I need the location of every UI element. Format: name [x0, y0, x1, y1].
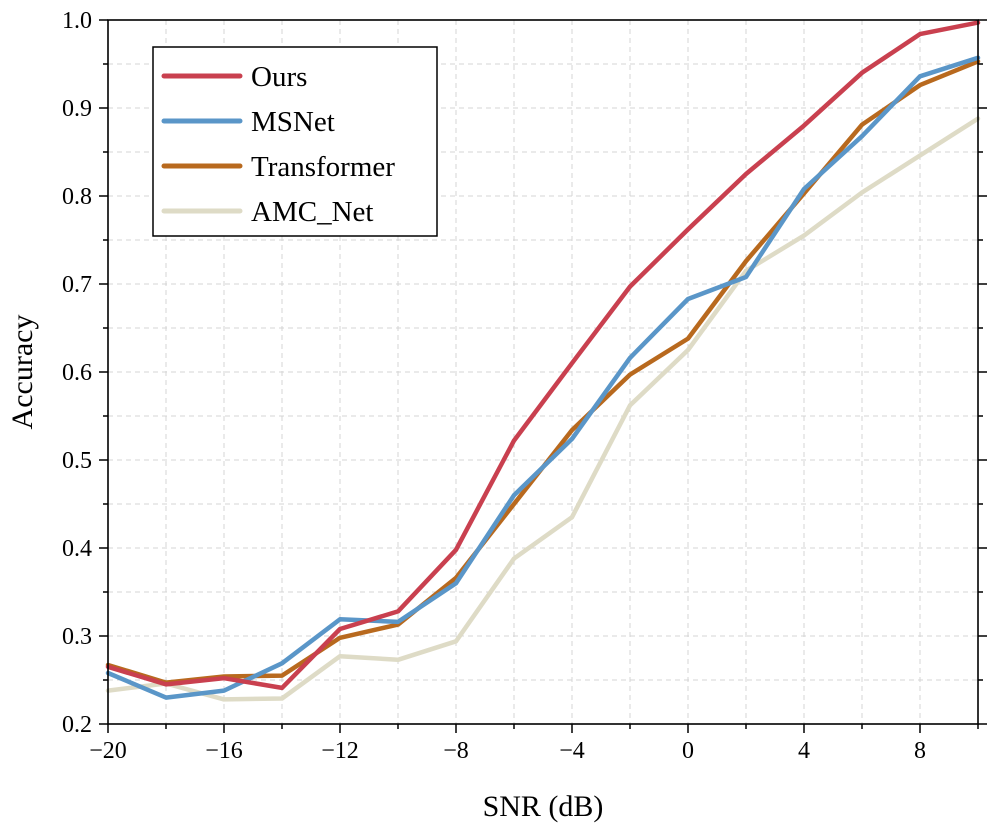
legend-label: Transformer — [251, 151, 395, 183]
axis-ticks — [99, 19, 987, 733]
x-tick-label: −16 — [205, 738, 243, 764]
series-line-amc-net — [105, 116, 981, 702]
x-tick-label: −8 — [443, 738, 469, 764]
y-tick-label: 0.5 — [62, 448, 92, 474]
y-tick-labels: 0.2 0.3 0.4 0.5 0.6 0.7 0.8 0.9 1.0 — [62, 8, 92, 738]
series-line-msnet — [105, 55, 981, 700]
y-tick-label: 0.7 — [62, 272, 92, 298]
y-tick-label: 0.2 — [62, 712, 92, 738]
grid — [108, 20, 978, 724]
x-tick-label: 4 — [798, 738, 810, 764]
x-axis-title: SNR (dB) — [483, 790, 604, 823]
y-tick-label: 1.0 — [62, 8, 92, 34]
y-tick-label: 0.4 — [62, 536, 92, 562]
legend-label: Ours — [251, 61, 307, 93]
y-tick-label: 0.3 — [62, 624, 92, 650]
x-tick-label: −20 — [89, 738, 127, 764]
legend-label: MSNet — [251, 106, 335, 138]
y-tick-label: 0.9 — [62, 96, 92, 122]
x-tick-labels: −20 −16 −12 −8 −4 0 4 8 — [89, 738, 926, 764]
x-tick-label: 8 — [914, 738, 926, 764]
x-tick-label: 0 — [682, 738, 694, 764]
y-tick-label: 0.6 — [62, 360, 92, 386]
y-axis-title: Accuracy — [6, 315, 39, 430]
x-tick-label: −4 — [559, 738, 585, 764]
x-tick-label: −12 — [321, 738, 359, 764]
series-line-ours — [105, 20, 981, 691]
legend-label: AMC_Net — [251, 196, 373, 228]
series-lines — [105, 20, 981, 702]
y-tick-label: 0.8 — [62, 184, 92, 210]
legend: Ours MSNet Transformer AMC_Net — [152, 46, 438, 237]
